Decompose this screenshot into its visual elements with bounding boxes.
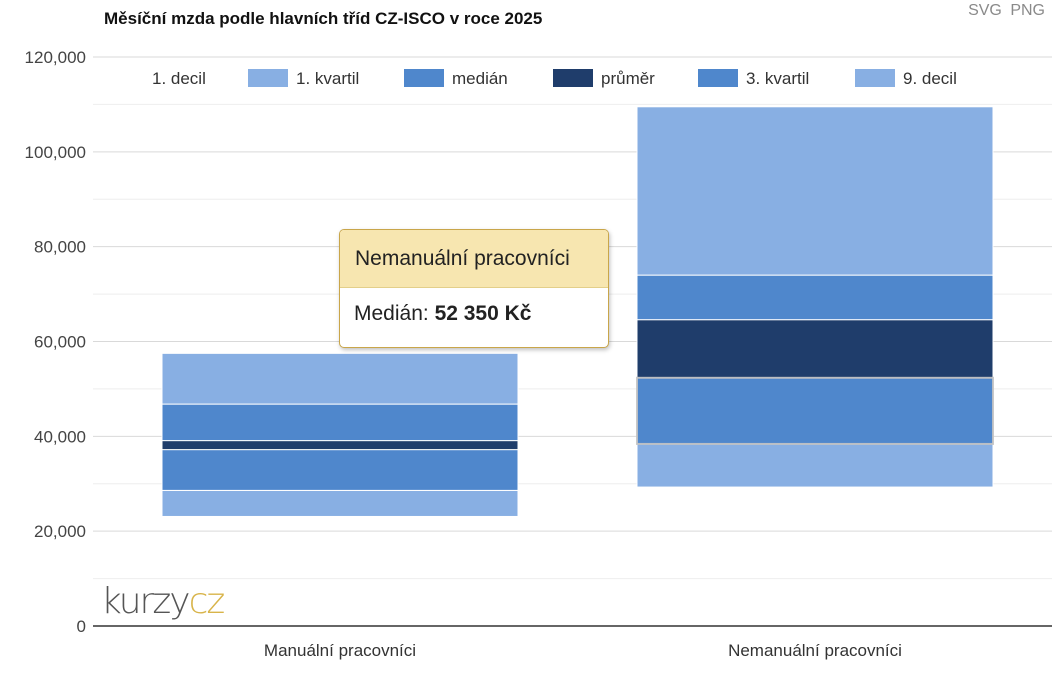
export-links: SVG PNG <box>964 2 1045 20</box>
png-export-button[interactable]: PNG <box>1010 2 1045 19</box>
legend-item[interactable]: 1. decil <box>152 69 206 88</box>
svg-export-button[interactable]: SVG <box>968 2 1002 19</box>
bar-group <box>161 352 519 517</box>
y-tick-label: 120,000 <box>25 48 86 67</box>
bar-segment-decil-1 <box>161 489 519 517</box>
bar-segment-prumer <box>161 403 519 442</box>
kurzy-logo: kurzycz <box>101 581 225 622</box>
legend-item[interactable]: 9. decil <box>855 69 957 88</box>
legend-label: 9. decil <box>903 69 957 88</box>
tooltip-body: Medián: 52 350 Kč <box>340 288 608 326</box>
tooltip-title: Nemanuální pracovníci <box>340 230 608 288</box>
legend-item[interactable]: medián <box>404 69 508 88</box>
legend: 1. decil 1. kvartil medián průměr 3. kvartil… <box>152 69 957 88</box>
y-tick-label: 40,000 <box>34 427 86 446</box>
y-axis-ticks: 0 20,000 40,000 60,000 80,000 100,000 120,000 <box>25 48 86 636</box>
chart-title: Měsíční mzda podle hlavních tříd CZ-ISCO… <box>104 9 543 28</box>
legend-item[interactable]: průměr <box>553 69 655 88</box>
bar-segment-median <box>636 319 994 379</box>
legend-swatch <box>855 69 895 87</box>
bar-segment-prumer <box>636 274 994 321</box>
tooltip-value: 52 350 Kč <box>434 302 532 325</box>
bars <box>161 106 994 517</box>
tooltip-label: Medián: <box>354 302 429 325</box>
bar-segment-kvartil-3 <box>161 352 519 405</box>
bar-group <box>636 106 994 488</box>
legend-label: průměr <box>601 69 655 88</box>
bar-segment-decil-1 <box>636 443 994 488</box>
hovered-segment-outline <box>636 376 994 445</box>
x-category-label: Nemanuální pracovníci <box>728 641 902 660</box>
legend-swatch <box>553 69 593 87</box>
legend-label: 3. kvartil <box>746 69 809 88</box>
y-tick-label: 80,000 <box>34 238 86 257</box>
bar-segment-kvartil-1 <box>636 377 994 445</box>
legend-label: 1. kvartil <box>296 69 359 88</box>
legend-item[interactable]: 1. kvartil <box>248 69 359 88</box>
legend-swatch <box>698 69 738 87</box>
y-tick-label: 20,000 <box>34 522 86 541</box>
legend-swatch <box>404 69 444 87</box>
bar-segment-kvartil-3 <box>636 106 994 276</box>
x-category-label: Manuální pracovníci <box>264 641 416 660</box>
y-tick-label: 0 <box>77 617 86 636</box>
bar-segment-kvartil-1 <box>161 449 519 491</box>
legend-swatch <box>248 69 288 87</box>
legend-item[interactable]: 3. kvartil <box>698 69 809 88</box>
legend-label: 1. decil <box>152 69 206 88</box>
y-tick-label: 100,000 <box>25 143 86 162</box>
legend-label: medián <box>452 69 508 88</box>
bar-segment-median <box>161 440 519 451</box>
y-tick-label: 60,000 <box>34 333 86 352</box>
x-axis-labels: Manuální pracovníci Nemanuální pracovníci <box>264 641 902 660</box>
tooltip: Nemanuální pracovníci Medián: 52 350 Kč <box>339 229 609 348</box>
